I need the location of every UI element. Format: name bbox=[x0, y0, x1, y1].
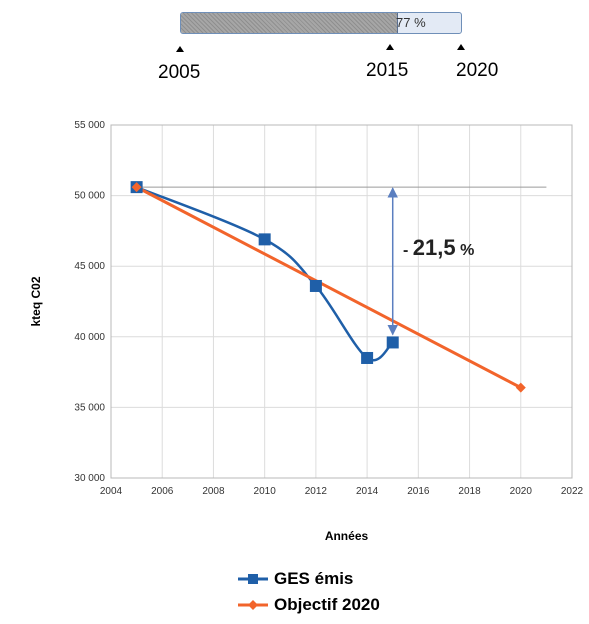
annotation-value: 21,5 bbox=[412, 235, 456, 260]
line-chart: 30 000 35 000 40 000 45 000 50 000 55 000 2004… bbox=[29, 120, 584, 543]
x-axis-title: Années bbox=[325, 529, 369, 543]
reduction-annotation: - 21,5 % bbox=[403, 235, 474, 261]
x-tick-label: 2020 bbox=[510, 486, 533, 497]
year-label-2005: 2005 bbox=[158, 62, 201, 83]
marker-2015-icon bbox=[386, 44, 394, 50]
y-tick-label: 35 000 bbox=[74, 402, 105, 413]
progress-bar: 77 % bbox=[180, 12, 462, 34]
series-point-0 bbox=[309, 279, 322, 292]
x-tick-label: 2018 bbox=[458, 486, 481, 497]
y-axis-title: kteq C02 bbox=[29, 276, 43, 326]
square-marker-icon bbox=[238, 574, 268, 584]
marker-2005-icon bbox=[176, 46, 184, 52]
x-tick-label: 2022 bbox=[561, 486, 584, 497]
annotation-prefix: - bbox=[403, 242, 409, 259]
plot-frame bbox=[110, 124, 573, 479]
year-label-2015: 2015 bbox=[366, 60, 409, 81]
series-point-0 bbox=[361, 351, 374, 364]
progress-label: 77 % bbox=[396, 15, 426, 30]
year-label-2020: 2020 bbox=[456, 60, 499, 81]
y-tick-label: 45 000 bbox=[74, 261, 105, 272]
series-point-0 bbox=[386, 336, 399, 349]
chart-legend: GES émis Objectif 2020 bbox=[238, 566, 380, 618]
series-point-1 bbox=[131, 182, 142, 193]
legend-item-ges: GES émis bbox=[238, 566, 380, 592]
series-point-0 bbox=[258, 233, 271, 246]
diamond-marker-icon bbox=[238, 600, 268, 610]
series-line-1 bbox=[135, 185, 522, 389]
y-tick-label: 50 000 bbox=[74, 191, 105, 202]
y-tick-label: 40 000 bbox=[74, 332, 105, 343]
x-tick-label: 2004 bbox=[100, 486, 123, 497]
series-point-1 bbox=[515, 382, 526, 393]
x-tick-label: 2012 bbox=[305, 486, 328, 497]
x-tick-label: 2016 bbox=[407, 486, 430, 497]
progress-fill bbox=[181, 13, 398, 33]
legend-item-objectif: Objectif 2020 bbox=[238, 592, 380, 618]
legend-label-objectif: Objectif 2020 bbox=[274, 595, 380, 614]
x-tick-label: 2006 bbox=[151, 486, 174, 497]
x-tick-label: 2008 bbox=[202, 486, 225, 497]
x-tick-label: 2014 bbox=[356, 486, 379, 497]
annotation-unit: % bbox=[460, 242, 475, 259]
marker-2020-icon bbox=[457, 44, 465, 50]
legend-label-ges: GES émis bbox=[274, 569, 354, 588]
y-tick-label: 55 000 bbox=[74, 120, 105, 131]
y-tick-label: 30 000 bbox=[74, 473, 105, 484]
x-tick-label: 2010 bbox=[254, 486, 277, 497]
